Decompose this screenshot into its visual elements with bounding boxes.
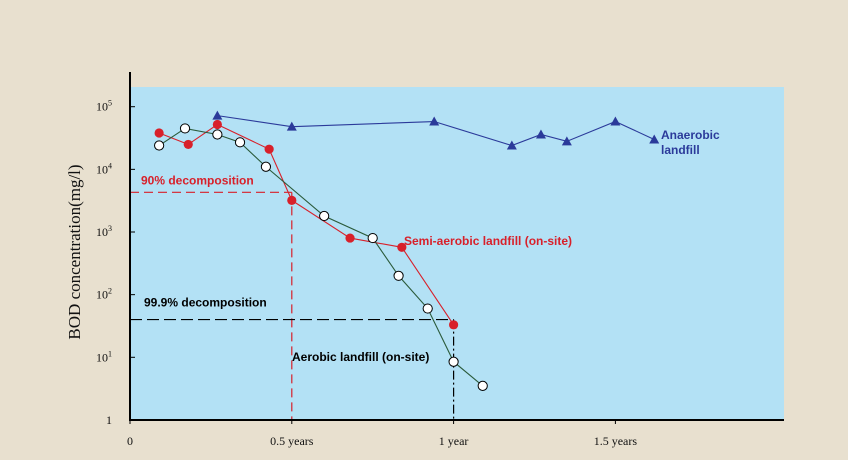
series-label-semi: Semi-aerobic landfill (on-site)	[404, 234, 572, 248]
series-label-anaerobic: landfill	[661, 143, 700, 157]
series-label-anaerobic: Anaerobic	[661, 128, 720, 142]
x-tick-label: 0.5 years	[270, 434, 314, 448]
decomposition-999-label: 99.9% decomposition	[144, 296, 267, 310]
data-point-aerobic	[212, 129, 223, 140]
decomposition-90-label: 90% decomposition	[141, 173, 254, 187]
data-point-semi	[287, 195, 297, 205]
data-point-aerobic	[477, 380, 488, 391]
data-point-anaerobic	[286, 121, 297, 131]
series-anaerobic	[212, 110, 660, 150]
data-point-aerobic	[422, 303, 433, 314]
data-point-aerobic	[179, 123, 191, 134]
data-point-semi	[449, 320, 459, 330]
y-tick-label: 101	[96, 349, 112, 364]
data-point-aerobic	[367, 232, 378, 244]
series-line-semi	[158, 123, 455, 326]
data-point-aerobic	[393, 270, 404, 281]
data-point-aerobic	[154, 140, 165, 151]
y-tick-label: 102	[96, 287, 112, 302]
series-label-aerobic: Aerobic landfill (on-site)	[292, 350, 429, 364]
x-tick-label: 1.5 years	[594, 434, 638, 448]
x-tick-label: 0	[127, 434, 133, 448]
y-tick-label: 105	[96, 99, 112, 114]
data-point-semi	[183, 139, 193, 150]
y-axis-label: BOD concentration(mg/l)	[65, 164, 84, 339]
series-aerobic	[154, 123, 488, 391]
data-point-aerobic	[448, 356, 459, 367]
data-point-anaerobic	[535, 129, 546, 139]
data-point-anaerobic	[610, 116, 621, 126]
series-line-anaerobic	[217, 115, 655, 147]
data-point-semi	[212, 119, 222, 130]
data-point-anaerobic	[506, 140, 517, 150]
data-point-anaerobic	[649, 134, 660, 144]
data-point-anaerobic	[561, 136, 572, 146]
data-point-anaerobic	[429, 116, 440, 126]
series-semi	[154, 119, 459, 330]
x-tick-label: 1 year	[439, 434, 469, 448]
data-point-semi	[154, 128, 164, 138]
data-point-aerobic	[234, 137, 246, 148]
data-point-aerobic	[319, 210, 330, 222]
data-point-semi	[345, 233, 355, 243]
data-point-aerobic	[260, 161, 272, 172]
data-point-anaerobic	[212, 110, 223, 120]
y-tick-label: 103	[96, 224, 112, 239]
data-point-semi	[264, 144, 274, 154]
data-point-semi	[397, 242, 407, 252]
y-tick-label: 104	[96, 161, 112, 176]
y-tick-label: 1	[106, 413, 112, 427]
